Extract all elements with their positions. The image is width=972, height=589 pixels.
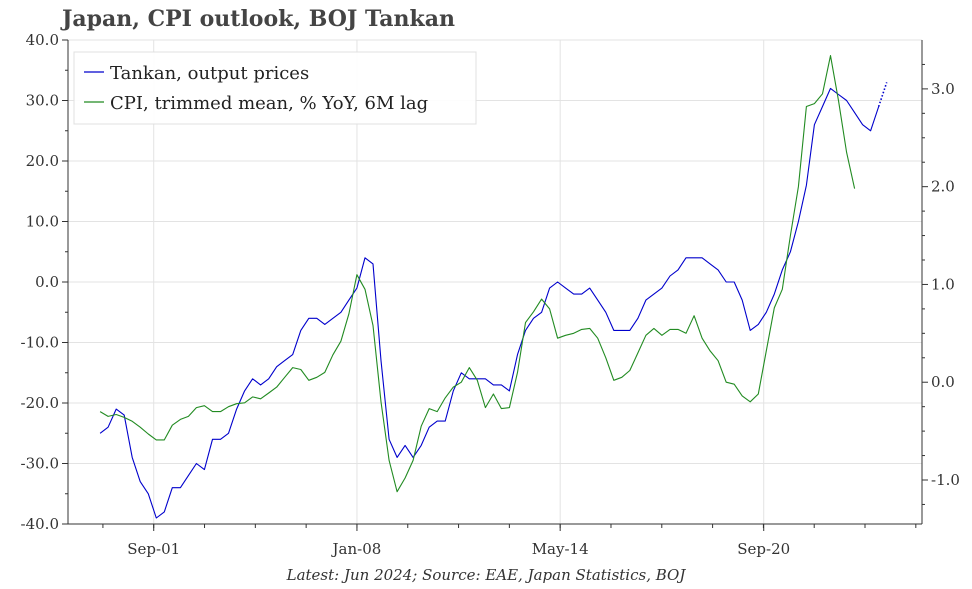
y-left-tick-label: 20.0 xyxy=(26,152,59,170)
axes-layer: -40.0 -30.0 -20.0 -10.0 0.0 10.0 20.0 30.0 40.0 S… xyxy=(21,31,960,558)
chart-source-note: Latest: Jun 2024; Source: EAE, Japan Sta… xyxy=(286,566,686,584)
y-left-tick-label: -10.0 xyxy=(21,334,59,352)
legend-label-1: Tankan, output prices xyxy=(110,63,309,84)
y-left-tick-label: -30.0 xyxy=(21,455,59,473)
series-line-1-projection xyxy=(877,82,888,107)
x-tick-label: May-14 xyxy=(532,540,589,558)
x-tick-label: Sep-20 xyxy=(737,540,790,558)
y-left-tick-label: 40.0 xyxy=(26,31,59,49)
y-right-tick-label: -1.0 xyxy=(931,471,960,489)
y-left-tick-label: 10.0 xyxy=(26,213,59,231)
y-left-tick-label: -40.0 xyxy=(21,515,59,533)
y-left-tick-label: 0.0 xyxy=(35,273,59,291)
series-layer xyxy=(99,55,888,519)
y-right-tick-label: 1.0 xyxy=(931,275,955,293)
chart-title: Japan, CPI outlook, BOJ Tankan xyxy=(62,6,455,32)
y-left-tick-label: -20.0 xyxy=(21,394,59,412)
y-left-tick-label: 30.0 xyxy=(26,92,59,110)
legend-label-2: CPI, trimmed mean, % YoY, 6M lag xyxy=(110,93,428,114)
legend-box xyxy=(73,51,477,125)
series-line-2 xyxy=(99,55,856,493)
x-tick-label: Sep-01 xyxy=(127,540,180,558)
y-right-tick-label: 0.0 xyxy=(931,373,955,391)
x-tick-label: Jan-08 xyxy=(331,540,382,558)
y-right-tick-label: 3.0 xyxy=(931,80,955,98)
series-line-1 xyxy=(99,87,880,519)
legend: Tankan, output prices CPI, trimmed mean, … xyxy=(73,51,477,125)
y-right-tick-label: 2.0 xyxy=(931,178,955,196)
